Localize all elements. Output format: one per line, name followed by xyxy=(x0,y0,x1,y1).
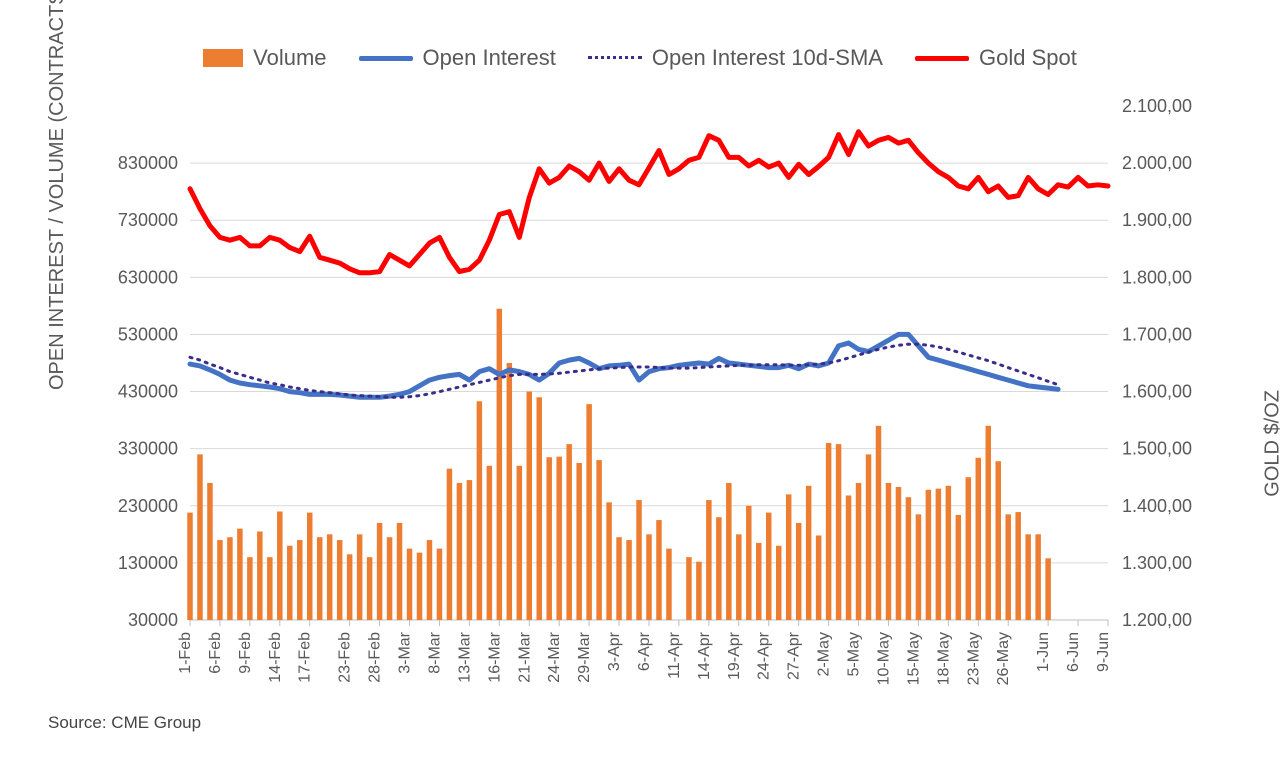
y-right-tick-label: 2.100,00 xyxy=(1122,96,1192,116)
x-tick-label: 15-May xyxy=(905,632,922,685)
y-left-tick-label: 430000 xyxy=(118,382,178,402)
x-tick-label: 23-Feb xyxy=(337,632,354,683)
x-tick-label: 1-Feb xyxy=(177,632,194,674)
x-tick-label: 28-Feb xyxy=(367,632,384,683)
y-right-tick-label: 1.900,00 xyxy=(1122,210,1192,230)
x-tick-label: 6-Feb xyxy=(207,632,224,674)
x-tick-label: 3-Apr xyxy=(606,631,623,671)
y-left-tick-label: 530000 xyxy=(118,324,178,344)
gold-spot-line xyxy=(190,132,1108,273)
y-left-tick-label: 830000 xyxy=(118,153,178,173)
x-tick-label: 9-Feb xyxy=(237,632,254,674)
x-tick-label: 18-May xyxy=(935,632,952,685)
y-right-tick-label: 1.300,00 xyxy=(1122,553,1192,573)
x-tick-label: 10-May xyxy=(875,632,892,685)
x-tick-label: 19-Apr xyxy=(726,631,743,680)
x-tick-label: 5-May xyxy=(846,632,863,676)
x-tick-label: 16-Mar xyxy=(486,631,503,682)
x-tick-label: 17-Feb xyxy=(297,632,314,683)
chart-container: Volume Open Interest Open Interest 10d-S… xyxy=(0,0,1280,773)
x-tick-label: 8-Mar xyxy=(426,631,443,673)
x-tick-label: 14-Feb xyxy=(267,632,284,683)
y-right-tick-label: 2.000,00 xyxy=(1122,153,1192,173)
x-tick-label: 21-Mar xyxy=(516,631,533,682)
y-left-tick-label: 630000 xyxy=(118,267,178,287)
y-left-tick-label: 130000 xyxy=(118,553,178,573)
x-tick-label: 11-Apr xyxy=(666,631,683,679)
y-left-tick-label: 30000 xyxy=(128,610,178,630)
y-left-tick-label: 730000 xyxy=(118,210,178,230)
y-right-tick-label: 1.400,00 xyxy=(1122,496,1192,516)
x-tick-label: 26-May xyxy=(995,632,1012,685)
x-tick-label: 2-May xyxy=(816,632,833,676)
x-tick-label: 24-Mar xyxy=(546,631,563,682)
x-tick-label: 3-Mar xyxy=(397,631,414,673)
x-tick-label: 29-Mar xyxy=(576,631,593,682)
y-right-tick-label: 1.200,00 xyxy=(1122,610,1192,630)
chart-plot: 30000 130000 230000 330000 430000 530000 63000… xyxy=(0,0,1280,773)
x-tick-label: 14-Apr xyxy=(696,631,713,680)
y-right-tick-label: 1.700,00 xyxy=(1122,324,1192,344)
x-tick-label: 6-Apr xyxy=(636,631,653,671)
x-tick-label: 13-Mar xyxy=(456,631,473,682)
y-right-tick-label: 1.600,00 xyxy=(1122,382,1192,402)
y-left-tick-label: 230000 xyxy=(118,496,178,516)
y-right-tick-label: 1.500,00 xyxy=(1122,439,1192,459)
volume-bars xyxy=(187,309,1051,620)
x-tick-label: 24-Apr xyxy=(756,631,773,680)
x-tick-label: 9-Jun xyxy=(1095,632,1112,672)
y-left-tick-label: 330000 xyxy=(118,439,178,459)
x-tick-label: 1-Jun xyxy=(1035,632,1052,672)
y-right-tick-label: 1.800,00 xyxy=(1122,267,1192,287)
oi-sma-line xyxy=(190,344,1058,397)
x-tick-label: 27-Apr xyxy=(786,631,803,680)
x-tick-label: 23-May xyxy=(965,632,982,685)
x-tick-label: 6-Jun xyxy=(1065,632,1082,672)
